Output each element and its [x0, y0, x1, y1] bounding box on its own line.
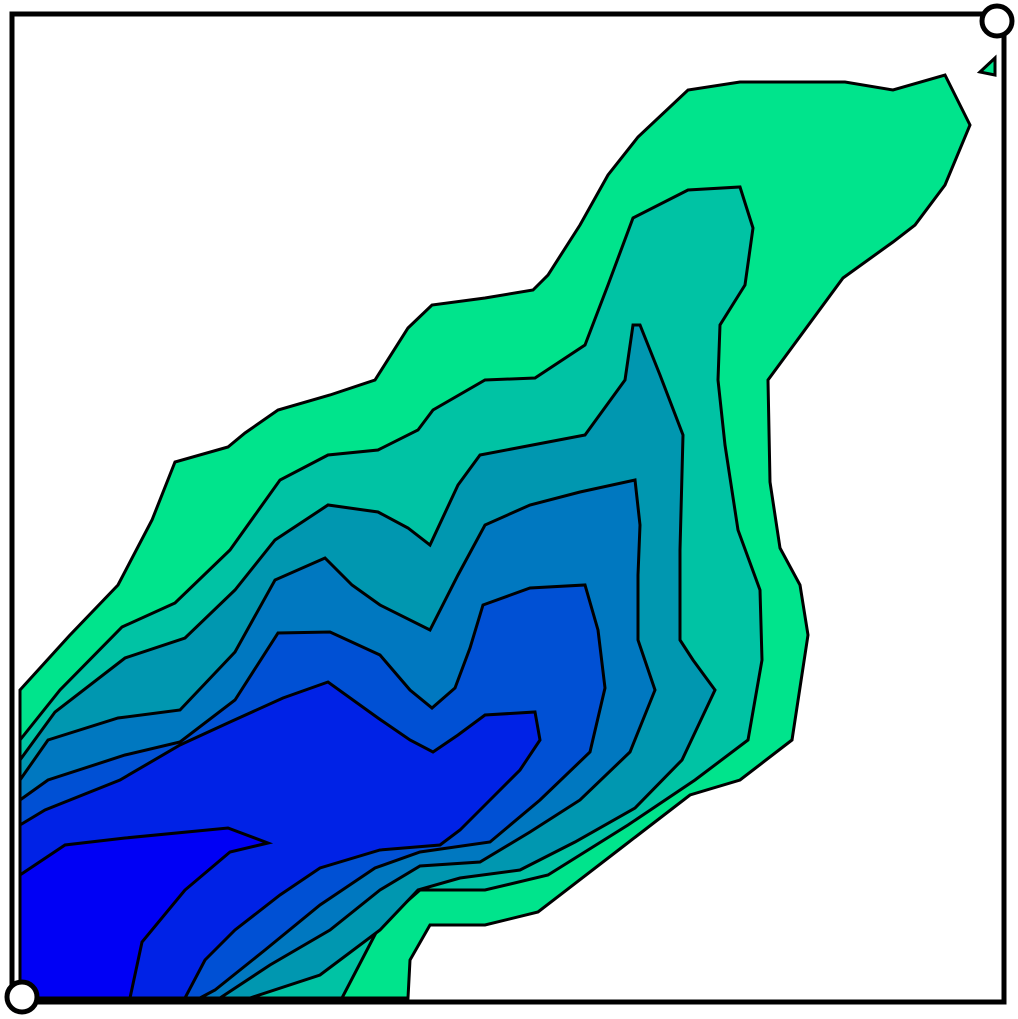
contour-island: [976, 54, 997, 77]
top-right-handle[interactable]: [979, 3, 1015, 39]
bottom-left-handle[interactable]: [4, 979, 40, 1015]
contour-band-level-7: [18, 826, 274, 1000]
